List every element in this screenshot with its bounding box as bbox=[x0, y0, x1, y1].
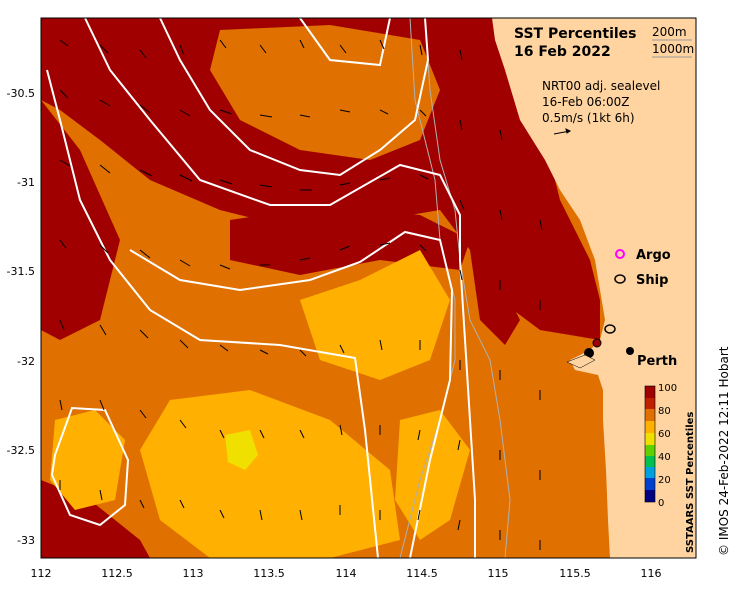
sst-zone-yellow-spot bbox=[225, 430, 258, 470]
rottnest-island bbox=[566, 354, 596, 369]
lat-axis: -30.5 -31 -31.5 -32 -32.5 -33 bbox=[7, 87, 35, 547]
colorbar-tick-100: 100 bbox=[658, 383, 677, 394]
lon-tick-114.5: 114.5 bbox=[406, 567, 438, 580]
colorbar-tick-20: 20 bbox=[658, 475, 671, 486]
depth-label-1000m: 1000m bbox=[652, 42, 694, 56]
lat-tick-31.5: -31.5 bbox=[7, 265, 35, 278]
lon-tick-113: 113 bbox=[183, 567, 204, 580]
lat-tick-33: -33 bbox=[17, 534, 35, 547]
colorbar-tick-40: 40 bbox=[658, 452, 671, 463]
sst-zone-warm-west bbox=[50, 410, 125, 510]
velocity-time-label: 16-Feb 06:00Z bbox=[542, 95, 629, 109]
place-label-perth: Perth bbox=[637, 354, 677, 369]
lon-axis: 112 112.5 113 113.5 114 114.5 115 115.5 … bbox=[31, 567, 662, 580]
sst-zone-mid-north bbox=[210, 25, 440, 160]
velocity-scale-arrow bbox=[553, 128, 571, 135]
lon-tick-115.5: 115.5 bbox=[559, 567, 591, 580]
sst-zone-warm-east bbox=[395, 410, 470, 540]
sst-zone-warm-south bbox=[140, 390, 400, 558]
legend-argo-label: Argo bbox=[636, 248, 671, 263]
sst-zone-very-high-north bbox=[41, 18, 600, 340]
colorbar-title: SSTAARS SST Percentiles bbox=[685, 412, 696, 553]
lon-tick-113.5: 113.5 bbox=[253, 567, 285, 580]
bathymetry-1000m bbox=[399, 18, 456, 558]
sst-zone-very-high-coast bbox=[470, 250, 520, 345]
map-title-line2: 16 Feb 2022 bbox=[514, 44, 611, 60]
lon-tick-115: 115 bbox=[488, 567, 509, 580]
colorbar bbox=[644, 385, 656, 503]
depth-label-200m: 200m bbox=[652, 25, 687, 39]
lon-tick-112.5: 112.5 bbox=[101, 567, 133, 580]
ship-legend-icon bbox=[614, 274, 626, 284]
lon-tick-116: 116 bbox=[641, 567, 662, 580]
lat-tick-32.5: -32.5 bbox=[7, 444, 35, 457]
velocity-scale-label: 0.5m/s (1kt 6h) bbox=[542, 111, 635, 125]
current-vectors bbox=[59, 39, 543, 550]
colorbar-tick-0: 0 bbox=[658, 498, 664, 509]
lon-tick-114: 114 bbox=[336, 567, 357, 580]
lat-tick-30.5: -30.5 bbox=[7, 87, 35, 100]
lat-tick-32: -32 bbox=[17, 355, 35, 368]
colorbar-tick-60: 60 bbox=[658, 429, 671, 440]
lon-tick-112: 112 bbox=[31, 567, 52, 580]
legend-ship-label: Ship bbox=[636, 273, 668, 288]
plot-frame bbox=[40, 17, 697, 559]
imos-credit: © IMOS 24-Feb-2022 12:11 Hobart bbox=[717, 346, 731, 556]
map-title-line1: SST Percentiles bbox=[514, 26, 637, 42]
ship-markers bbox=[584, 324, 634, 358]
argo-legend-icon bbox=[615, 249, 625, 259]
velocity-source-label: NRT00 adj. sealevel bbox=[542, 79, 660, 93]
colorbar-tick-80: 80 bbox=[658, 406, 671, 417]
sst-zone-warm-center bbox=[300, 250, 450, 380]
lat-tick-31: -31 bbox=[17, 176, 35, 189]
sea-level-contours bbox=[46, 18, 476, 558]
bathymetry-200m bbox=[424, 18, 511, 558]
